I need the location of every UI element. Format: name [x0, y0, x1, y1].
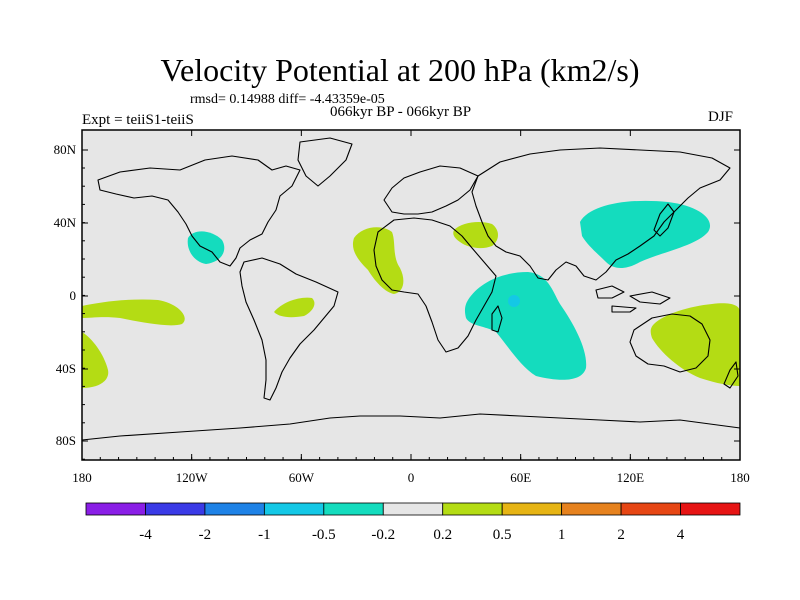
coastline-greenland — [297, 137, 353, 187]
lon-tick-label: 120W — [176, 470, 209, 485]
coastline-japan — [653, 203, 675, 237]
colorbar-label: 1 — [558, 527, 566, 543]
plot-title: Velocity Potential at 200 hPa (km2/s) — [160, 52, 640, 88]
period-label: 066kyr BP - 066kyr BP — [330, 104, 472, 120]
lat-tick-label: 40S — [56, 361, 76, 376]
coastline-south-america — [239, 257, 339, 401]
colorbar-swatch — [382, 502, 444, 516]
positive-anomaly-south-pacific — [82, 332, 109, 388]
positive-anomaly-australia — [650, 303, 740, 386]
experiment-label: Expt = teiiS1-teiiS — [82, 112, 194, 128]
colorbar-swatch — [145, 502, 206, 516]
map-background — [82, 130, 740, 460]
coastlines — [81, 137, 741, 441]
lon-tick-label: 60W — [289, 470, 315, 485]
colorbar-swatch — [561, 502, 622, 516]
colorbar-label: -2 — [199, 527, 212, 543]
coastline-asia — [471, 147, 731, 281]
negative-anomaly-indian-ocean — [464, 272, 587, 380]
coastline-australia — [629, 313, 711, 373]
colorbar-label: 2 — [617, 527, 625, 543]
colorbar-label: 4 — [677, 527, 685, 543]
colorbar-swatch — [620, 502, 681, 516]
positive-anomaly-middle-east — [453, 222, 498, 249]
colorbar-label: -1 — [258, 527, 271, 543]
colorbar-label: -0.2 — [371, 527, 395, 543]
colorbar-swatch — [204, 502, 265, 516]
lon-tick-label: 0 — [408, 470, 415, 485]
plot-subtitle: rmsd= 0.14988 diff= -4.43359e-05 — [190, 92, 385, 107]
colorbar-label: -4 — [139, 527, 152, 543]
colorbar-swatch — [323, 502, 384, 516]
coastline-africa — [373, 217, 497, 353]
lat-tick-label: 0 — [70, 288, 77, 303]
negative-anomaly-minimum — [508, 295, 520, 307]
colorbar-label: 0.5 — [493, 527, 512, 543]
coastline-europe — [383, 165, 479, 215]
colorbar-swatch — [85, 502, 146, 516]
lat-tick-label: 80N — [54, 142, 77, 157]
season-label: DJF — [708, 109, 734, 125]
coastline-new-zealand — [723, 361, 739, 389]
colorbar: -4 -2 -1 -0.5 -0.2 0.2 0.5 1 2 4 — [85, 502, 741, 543]
colorbar-label: 0.2 — [433, 527, 452, 543]
lon-tick-label: 60E — [510, 470, 531, 485]
colorbar-swatch — [442, 502, 503, 516]
lon-tick-label: 180 — [72, 470, 92, 485]
colorbar-swatch — [680, 502, 741, 516]
latitude-axis: 80N 40N 0 40S 80S — [54, 142, 740, 460]
positive-anomaly-atlantic — [352, 227, 404, 294]
negative-anomaly-east-asia — [580, 200, 711, 268]
longitude-axis: 180 120W 60W 0 60E 120E 180 — [72, 130, 750, 485]
lat-tick-label: 40N — [54, 215, 77, 230]
colorbar-label: -0.5 — [312, 527, 336, 543]
coastline-maritime-continent — [595, 285, 671, 313]
colorbar-swatch — [501, 502, 563, 516]
colorbar-swatch — [263, 502, 325, 516]
coastline-antarctica — [81, 413, 741, 441]
map-panel — [81, 129, 741, 461]
coastline-north-america — [97, 155, 301, 267]
positive-anomaly-south-america — [274, 297, 315, 318]
lon-tick-label: 120E — [617, 470, 645, 485]
positive-anomaly-east-pacific — [82, 299, 185, 326]
lat-tick-label: 80S — [56, 433, 76, 448]
lon-tick-label: 180 — [730, 470, 750, 485]
coastline-madagascar — [491, 305, 503, 333]
